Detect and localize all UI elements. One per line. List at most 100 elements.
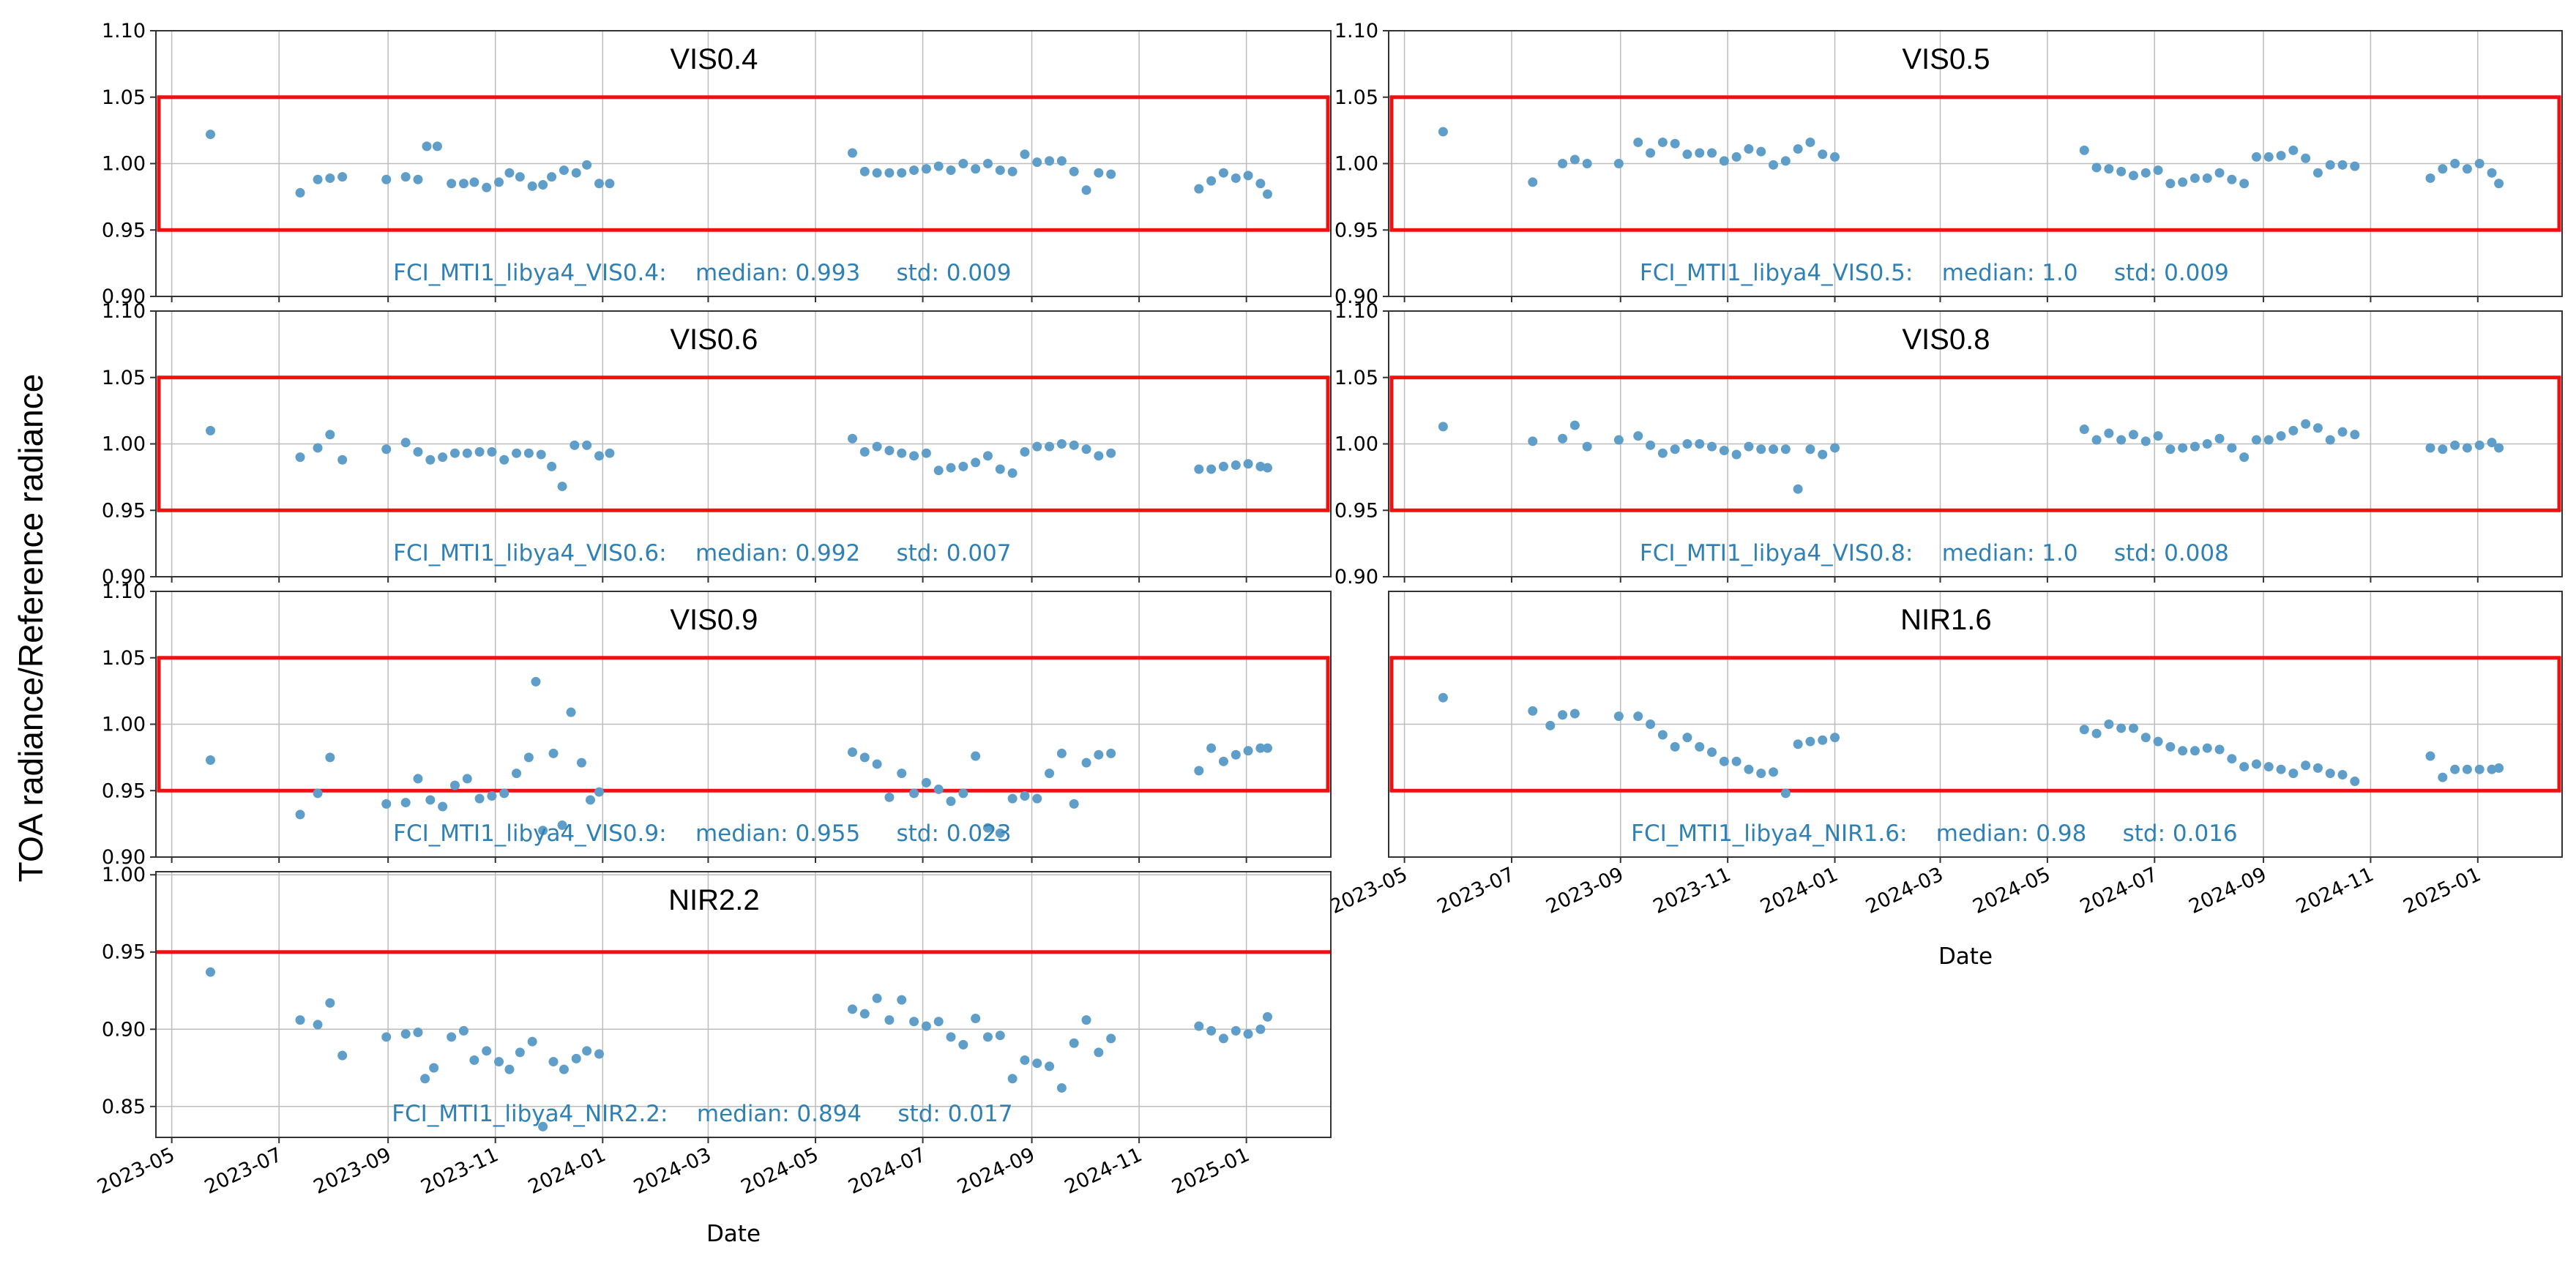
data-point: [1780, 156, 1791, 166]
data-point: [1756, 769, 1766, 779]
data-point: [487, 446, 497, 457]
data-point: [1263, 189, 1273, 199]
data-point: [2425, 443, 2435, 453]
data-point: [933, 1017, 944, 1027]
data-point: [1243, 1029, 1253, 1039]
y-tick-label: 1.10: [102, 20, 146, 42]
data-point: [1263, 743, 1273, 753]
data-point: [1056, 439, 1067, 449]
data-point: [1007, 1074, 1018, 1084]
data-point: [325, 998, 335, 1008]
axes-frame: [1388, 591, 2563, 858]
data-point: [594, 179, 604, 189]
data-point: [2189, 173, 2200, 183]
data-point: [400, 438, 411, 448]
y-tick-label: 1.05: [102, 647, 146, 670]
data-point: [2128, 430, 2138, 440]
x-tick-label: 2024-11: [1061, 1143, 1146, 1199]
data-point: [921, 777, 931, 788]
data-point: [859, 752, 870, 763]
data-point: [958, 461, 968, 471]
data-point: [2276, 431, 2286, 441]
x-tick-label: 2023-09: [310, 1143, 395, 1199]
data-point: [909, 788, 919, 799]
data-point: [1032, 157, 1042, 168]
data-point: [2140, 733, 2151, 743]
data-point: [1032, 793, 1042, 804]
data-point: [2189, 746, 2200, 756]
data-point: [2079, 425, 2089, 435]
x-axis-label-right: Date: [1938, 943, 1993, 970]
data-point: [921, 164, 931, 174]
data-point: [1206, 743, 1217, 753]
data-point: [1719, 756, 1729, 766]
data-point: [1528, 436, 1538, 446]
data-point: [2227, 174, 2237, 184]
data-point: [2474, 764, 2484, 774]
data-point: [594, 787, 604, 797]
data-point: [429, 1063, 439, 1073]
panel-title: NIR2.2: [668, 884, 760, 916]
data-point: [538, 1121, 548, 1132]
data-point: [413, 1027, 423, 1037]
data-point: [2288, 145, 2299, 155]
data-point: [1569, 708, 1580, 719]
data-point: [2153, 165, 2163, 176]
data-point: [859, 1009, 870, 1019]
y-tick-label: 1.00: [1334, 433, 1378, 456]
data-point: [605, 448, 615, 458]
data-point: [2301, 760, 2311, 771]
y-tick-label: 1.10: [1334, 300, 1378, 323]
data-point: [438, 452, 448, 463]
data-point: [1045, 769, 1055, 779]
data-point: [566, 707, 576, 717]
data-point: [205, 130, 215, 140]
data-point: [447, 1032, 457, 1042]
data-point: [1255, 461, 1266, 471]
data-point: [594, 451, 604, 461]
data-point: [325, 752, 335, 763]
data-point: [1081, 444, 1091, 455]
threshold-box: [1389, 375, 2561, 512]
data-point: [2438, 772, 2448, 782]
data-point: [1069, 799, 1079, 809]
data-point: [1056, 748, 1067, 758]
y-tick-label: 0.90: [102, 846, 146, 869]
data-point: [1633, 711, 1643, 722]
data-point: [2140, 436, 2151, 446]
data-point: [576, 758, 586, 768]
data-point: [1818, 735, 1828, 745]
data-point: [1646, 440, 1656, 450]
x-tick-label: 2024-09: [954, 1143, 1038, 1199]
data-point: [1206, 464, 1217, 474]
data-point: [897, 995, 907, 1005]
data-point: [559, 1064, 569, 1074]
data-point: [2165, 741, 2176, 752]
data-point: [1094, 451, 1104, 461]
data-point: [933, 784, 944, 794]
data-point: [921, 448, 931, 458]
data-point: [2337, 427, 2348, 437]
data-point: [2153, 431, 2163, 441]
data-point: [1438, 127, 1448, 137]
data-point: [2227, 443, 2237, 453]
data-point: [1020, 1055, 1030, 1065]
threshold-box: [157, 656, 1330, 793]
data-point: [1056, 1082, 1067, 1093]
data-point: [571, 1053, 581, 1063]
data-point: [538, 826, 548, 836]
data-point: [1780, 788, 1791, 799]
data-point: [1020, 791, 1030, 801]
data-point: [462, 774, 472, 784]
data-point: [1582, 441, 1592, 452]
data-point: [570, 440, 580, 450]
y-tick-label: 0.90: [102, 566, 146, 588]
data-point: [1670, 444, 1680, 455]
data-point: [1633, 431, 1643, 441]
data-point: [1756, 444, 1766, 455]
data-point: [958, 159, 968, 168]
x-tick-label: 2024-11: [2293, 863, 2377, 919]
data-point: [909, 165, 919, 176]
y-tick-label: 0.95: [102, 941, 146, 964]
data-point: [1657, 730, 1668, 740]
